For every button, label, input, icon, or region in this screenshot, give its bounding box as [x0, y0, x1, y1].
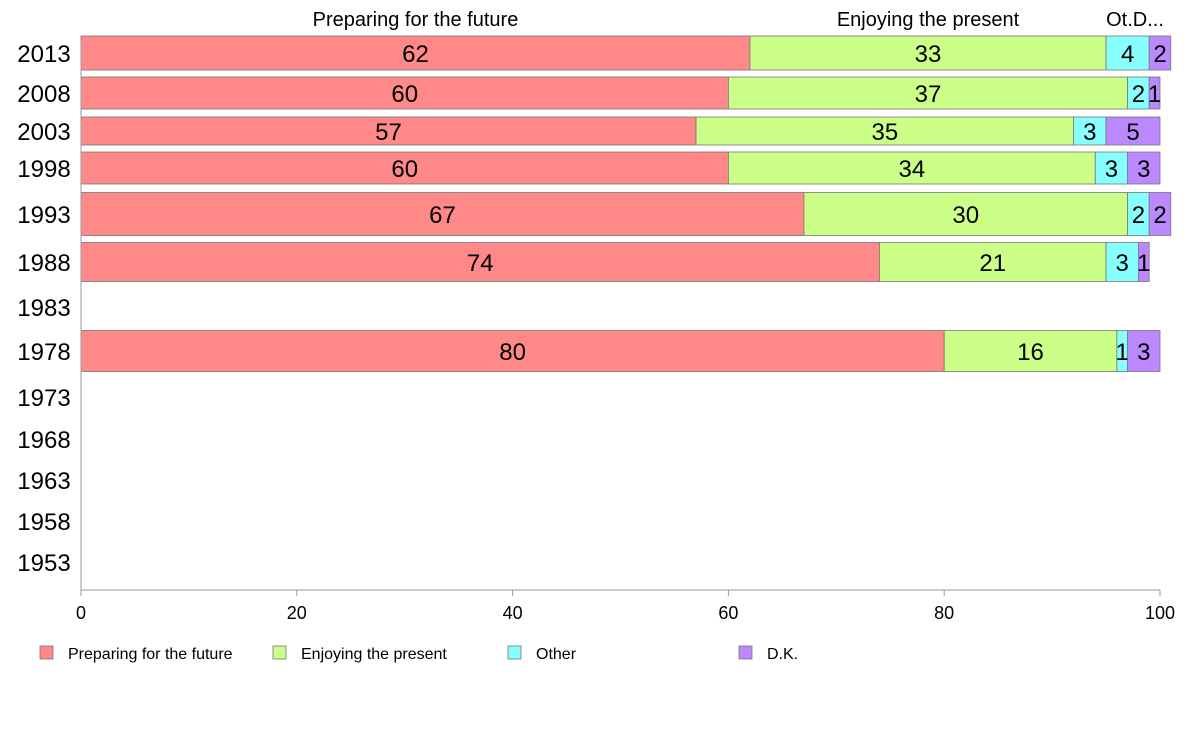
- year-label-1983: 1983: [17, 295, 70, 322]
- x-tick-label-60: 60: [718, 603, 738, 623]
- data-label-2013-s2: 4: [1121, 41, 1134, 68]
- bar-segment-1998-s3: [1127, 151, 1161, 185]
- legend-label-3: D.K.: [767, 646, 798, 663]
- year-label-1973: 1973: [17, 385, 70, 412]
- legend-label-1: Enjoying the present: [301, 646, 447, 663]
- bar-segment-1988-s0: [80, 242, 880, 282]
- bar-segment-1988-s3: [1138, 242, 1150, 282]
- year-label-2003: 2003: [17, 119, 70, 146]
- year-label-1988: 1988: [17, 250, 70, 277]
- data-label-1993-s0: 67: [429, 202, 456, 229]
- bar-segment-2008-s3: [1148, 76, 1161, 110]
- bar-segment-1998-s1: [728, 151, 1096, 185]
- data-label-1978-s3: 3: [1137, 339, 1150, 366]
- legend-label-0: Preparing for the future: [68, 646, 233, 663]
- x-tick-label-0: 0: [76, 603, 86, 623]
- data-label-2008-s1: 37: [915, 81, 942, 108]
- data-label-2003-s2: 3: [1083, 119, 1096, 146]
- x-tick-label-80: 80: [934, 603, 954, 623]
- data-label-1998-s0: 60: [391, 156, 418, 183]
- year-label-2008: 2008: [17, 81, 70, 108]
- legend-swatch-0: [39, 645, 54, 660]
- bar-segment-1978-s1: [943, 330, 1118, 372]
- data-label-1988-s1: 21: [979, 250, 1006, 277]
- x-tick-label-20: 20: [287, 603, 307, 623]
- year-label-1963: 1963: [17, 468, 70, 495]
- data-label-1998-s2: 3: [1105, 156, 1118, 183]
- data-label-2013-s1: 33: [915, 41, 942, 68]
- data-label-1988-s0: 74: [467, 250, 494, 277]
- bar-segment-2013-s3: [1148, 35, 1172, 71]
- top-label-other-dk: Ot.D...: [1106, 9, 1164, 31]
- data-label-1988-s2: 3: [1116, 250, 1129, 277]
- bar-segment-2003-s3: [1105, 116, 1161, 146]
- legend-label-2: Other: [536, 646, 577, 663]
- year-label-2013: 2013: [17, 41, 70, 68]
- year-label-1993: 1993: [17, 202, 70, 229]
- bar-segment-1978-s0: [80, 330, 945, 372]
- bar-segment-2013-s2: [1105, 35, 1150, 71]
- data-label-1998-s3: 3: [1137, 156, 1150, 183]
- top-label-present: Enjoying the present: [837, 9, 1020, 31]
- data-label-1993-s3: 2: [1153, 202, 1166, 229]
- data-label-1998-s1: 34: [898, 156, 925, 183]
- bar-segment-2013-s0: [80, 35, 751, 71]
- data-label-1978-s1: 16: [1017, 339, 1044, 366]
- data-label-1978-s2: 1: [1116, 339, 1129, 366]
- bar-segment-1988-s2: [1105, 242, 1139, 282]
- data-label-2013-s3: 2: [1153, 41, 1166, 68]
- data-label-2008-s2: 2: [1132, 81, 1145, 108]
- year-label-1978: 1978: [17, 339, 70, 366]
- bar-segment-1998-s2: [1094, 151, 1129, 185]
- top-label-future: Preparing for the future: [313, 9, 519, 31]
- bar-segment-1988-s1: [879, 242, 1107, 282]
- data-label-2013-s0: 62: [402, 41, 429, 68]
- bar-segment-1993-s1: [803, 192, 1129, 236]
- x-tick-label-100: 100: [1145, 603, 1175, 623]
- legend-swatch-3: [738, 645, 753, 660]
- data-label-1978-s0: 80: [499, 339, 526, 366]
- legend-swatch-2: [507, 645, 522, 660]
- data-label-1988-s3: 1: [1137, 250, 1150, 277]
- bar-segment-2003-s0: [80, 116, 697, 146]
- legend-swatch-1: [272, 645, 287, 660]
- bar-segment-2008-s0: [80, 76, 729, 110]
- year-label-1953: 1953: [17, 550, 70, 577]
- year-label-1998: 1998: [17, 156, 70, 183]
- bar-segment-1993-s0: [80, 192, 805, 236]
- data-label-2008-s0: 60: [391, 81, 418, 108]
- bar-segment-2003-s2: [1073, 116, 1107, 146]
- data-label-2008-s3: 1: [1148, 81, 1161, 108]
- data-label-2003-s3: 5: [1126, 119, 1139, 146]
- bar-segment-2003-s1: [695, 116, 1075, 146]
- bar-segment-2013-s1: [749, 35, 1107, 71]
- data-label-1993-s1: 30: [952, 202, 979, 229]
- bar-segment-1998-s0: [80, 151, 729, 185]
- data-label-1993-s2: 2: [1132, 202, 1145, 229]
- x-tick-label-40: 40: [503, 603, 523, 623]
- year-label-1968: 1968: [17, 427, 70, 454]
- bar-segment-1993-s3: [1148, 192, 1172, 236]
- bar-segment-1978-s3: [1127, 330, 1161, 372]
- bar-segment-2008-s1: [728, 76, 1129, 110]
- year-label-1958: 1958: [17, 509, 70, 536]
- data-label-2003-s1: 35: [872, 119, 899, 146]
- data-label-2003-s0: 57: [375, 119, 402, 146]
